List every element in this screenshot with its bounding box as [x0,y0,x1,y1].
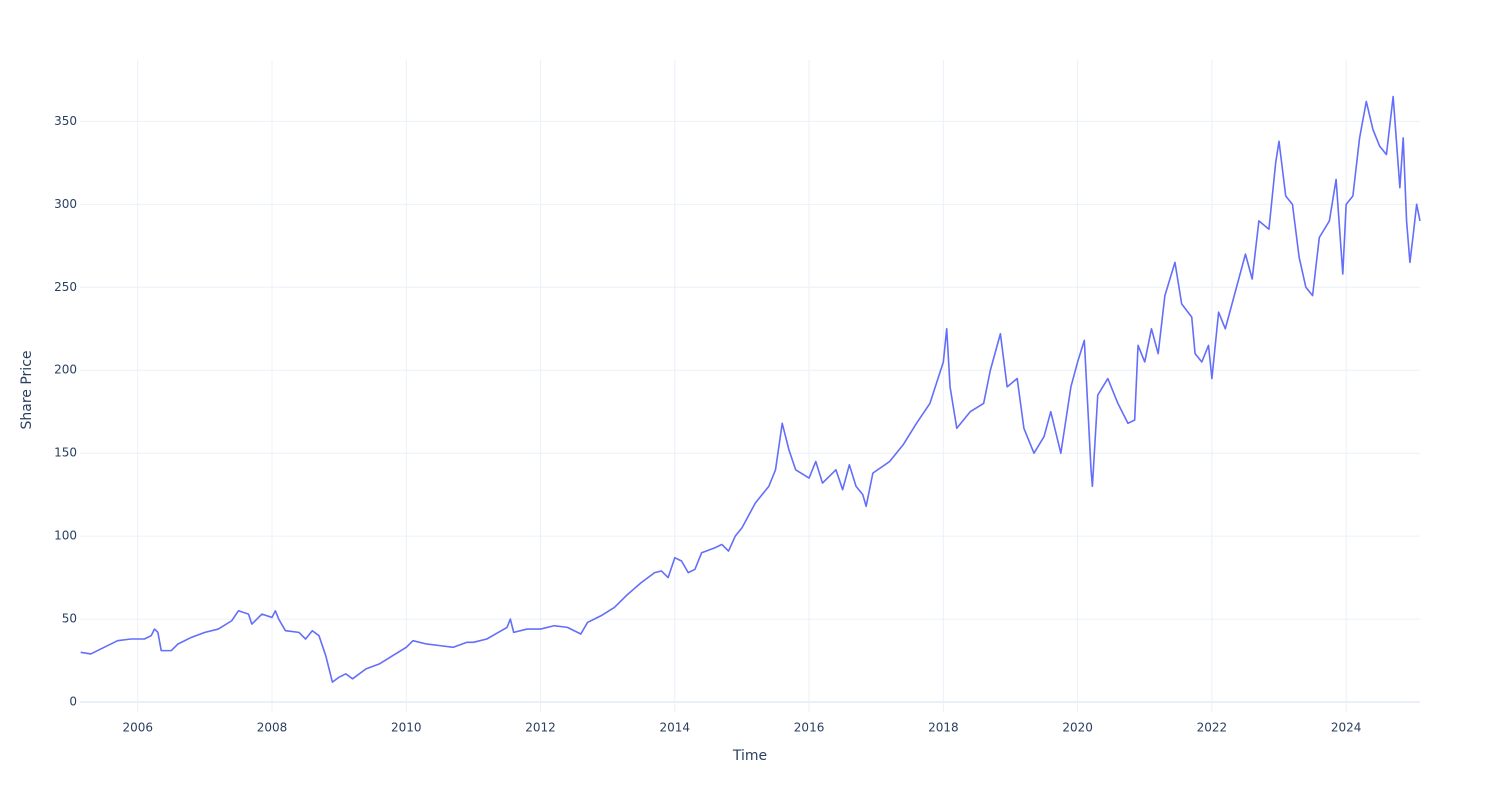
y-axis-title: Share Price [19,350,35,429]
x-axis-title: Time [732,748,767,764]
y-tick-label: 250 [54,280,77,294]
x-tick-label: 2018 [928,721,959,735]
y-tick-label: 50 [62,612,77,626]
x-tick-label: 2016 [794,721,825,735]
y-tick-label: 100 [54,529,77,543]
x-tick-label: 2020 [1062,721,1093,735]
price-line [80,95,1421,683]
y-tick-label: 350 [54,114,77,128]
x-tick-label: 2006 [122,721,153,735]
y-tick-label: 150 [54,446,77,460]
y-tick-label: 300 [54,197,77,211]
x-tick-label: 2024 [1331,721,1362,735]
x-tick-label: 2014 [660,721,691,735]
x-tick-label: 2010 [391,721,422,735]
x-tick-label: 2012 [525,721,556,735]
y-tick-label: 200 [54,363,77,377]
y-tick-label: 0 [69,695,77,709]
x-tick-label: 2022 [1197,721,1228,735]
x-tick-label: 2008 [257,721,288,735]
